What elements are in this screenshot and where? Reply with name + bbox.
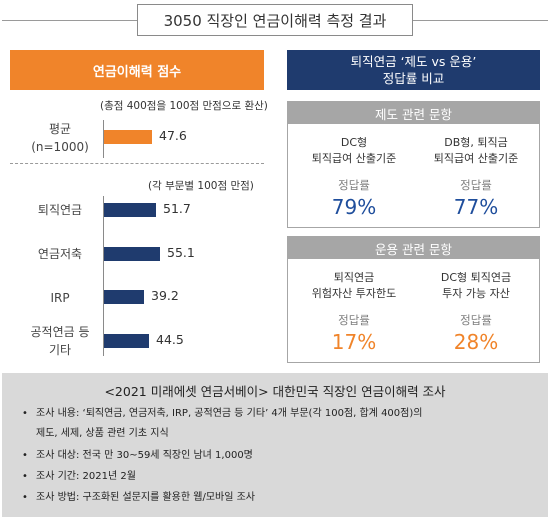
- ops-item-assets: DC형 퇴직연금 투자 가능 자산 정답률 28%: [416, 270, 536, 354]
- bar-irp-value: 39.2: [151, 288, 179, 303]
- system-item-dc-sub: 정답률: [338, 178, 370, 192]
- system-item-db-value: 77%: [453, 195, 499, 219]
- bar-label-public: 공적연금 등 기타: [14, 323, 106, 359]
- bar-label-irp-text: IRP: [50, 291, 70, 305]
- bar-public-value: 44.5: [156, 332, 184, 347]
- bar-label-savings-text: 연금저축: [37, 247, 83, 261]
- parts-axis: [103, 196, 104, 356]
- bullet-dot: •: [22, 492, 28, 503]
- bar-label-public-line1: 공적연금 등: [30, 325, 90, 339]
- bullet-dot: •: [22, 408, 28, 419]
- survey-bullet-content-line1: 조사 내용: ‘퇴직연금, 연금저축, IRP, 공적연금 등 기타’ 4개 부…: [36, 408, 423, 419]
- bar-label-retirement: 퇴직연금: [20, 201, 100, 219]
- ops-item-assets-sub: 정답률: [460, 313, 492, 327]
- system-item-db-sub: 정답률: [460, 178, 492, 192]
- survey-bullet-method-text: 조사 방법: 구조화된 설문지를 활용한 웹/모바일 조사: [36, 492, 256, 503]
- average-label-line2: (n=1000): [31, 140, 89, 154]
- bullet-dot: •: [22, 450, 28, 461]
- score-header: 연금이해력 점수: [10, 50, 264, 90]
- system-item-db-line1: DB형, 퇴직금: [444, 136, 508, 149]
- bar-average: [104, 130, 152, 144]
- comparison-header-line2: 정답률 비교: [382, 71, 445, 86]
- bar-label-public-line2: 기타: [48, 343, 72, 357]
- ops-item-assets-value: 28%: [453, 330, 499, 354]
- survey-bullet-target-text: 조사 대상: 전국 만 30~59세 직장인 남녀 1,000명: [36, 450, 253, 461]
- average-label: 평균 (n=1000): [18, 120, 102, 156]
- system-item-dc-line1: DC형: [340, 136, 368, 149]
- ops-questions-card: 운용 관련 문항 퇴직연금 위험자산 투자한도 정답률 17% DC형 퇴직연금…: [287, 236, 540, 363]
- bar-irp: [104, 290, 144, 304]
- survey-info-box: <2021 미래에셋 연금서베이> 대한민국 직장인 연금이해력 조사 • 조사…: [2, 373, 548, 517]
- survey-bullet-target: • 조사 대상: 전국 만 30~59세 직장인 남녀 1,000명: [22, 449, 253, 463]
- survey-bullet-period-text: 조사 기간: 2021년 2월: [36, 471, 136, 482]
- bar-public: [104, 334, 149, 348]
- average-note: (총점 400점을 100점 만점으로 환산): [100, 100, 268, 112]
- survey-bullet-period: • 조사 기간: 2021년 2월: [22, 470, 136, 484]
- survey-title: <2021 미래에셋 연금서베이> 대한민국 직장인 연금이해력 조사: [104, 384, 446, 399]
- survey-bullet-content-line2: 제도, 세제, 상품 관련 기초 지식: [36, 428, 169, 439]
- ops-item-risk-line2: 위험자산 투자한도: [311, 287, 397, 300]
- bullet-dot: •: [22, 471, 28, 482]
- bar-average-value: 47.6: [159, 128, 187, 143]
- survey-bullet-method: • 조사 방법: 구조화된 설문지를 활용한 웹/모바일 조사: [22, 491, 256, 505]
- part-note: (각 부문별 100점 만점): [148, 180, 254, 192]
- ops-item-assets-line2: 투자 가능 자산: [442, 287, 510, 300]
- ops-item-risk-line1: 퇴직연금: [333, 271, 375, 284]
- bar-savings: [104, 247, 160, 261]
- system-item-dc-line2: 퇴직급여 산출기준: [311, 152, 397, 165]
- bar-label-retirement-text: 퇴직연금: [37, 203, 83, 217]
- bar-retirement: [104, 203, 156, 217]
- ops-item-risk-sub: 정답률: [338, 313, 370, 327]
- system-item-dc-value: 79%: [331, 195, 377, 219]
- system-item-db-line2: 퇴직급여 산출기준: [433, 152, 519, 165]
- average-label-line1: 평균: [48, 122, 72, 136]
- ops-item-risk: 퇴직연금 위험자산 투자한도 정답률 17%: [294, 270, 414, 354]
- ops-item-risk-value: 17%: [331, 330, 377, 354]
- bar-savings-value: 55.1: [167, 245, 195, 260]
- page-title: 3050 직장인 연금이해력 측정 결과: [137, 4, 413, 36]
- system-item-db: DB형, 퇴직금 퇴직급여 산출기준 정답률 77%: [416, 135, 536, 219]
- bar-label-irp: IRP: [20, 289, 100, 307]
- comparison-header-line1: 퇴직연금 ‘제도 vs 운용’: [350, 54, 477, 69]
- comparison-header: 퇴직연금 ‘제도 vs 운용’ 정답률 비교: [287, 50, 540, 90]
- title-rule-right: [413, 20, 548, 21]
- system-item-dc: DC형 퇴직급여 산출기준 정답률 79%: [294, 135, 414, 219]
- bar-retirement-value: 51.7: [163, 201, 191, 216]
- system-card-header: 제도 관련 문항: [288, 102, 539, 124]
- average-axis: [103, 120, 104, 158]
- ops-card-header: 운용 관련 문항: [288, 237, 539, 259]
- title-rule-left: [2, 20, 137, 21]
- bar-label-savings: 연금저축: [20, 245, 100, 263]
- survey-bullet-content: • 조사 내용: ‘퇴직연금, 연금저축, IRP, 공적연금 등 기타’ 4개…: [22, 407, 423, 441]
- system-questions-card: 제도 관련 문항 DC형 퇴직급여 산출기준 정답률 79% DB형, 퇴직금 …: [287, 101, 540, 228]
- dashed-divider: [10, 163, 264, 164]
- ops-item-assets-line1: DC형 퇴직연금: [440, 271, 512, 284]
